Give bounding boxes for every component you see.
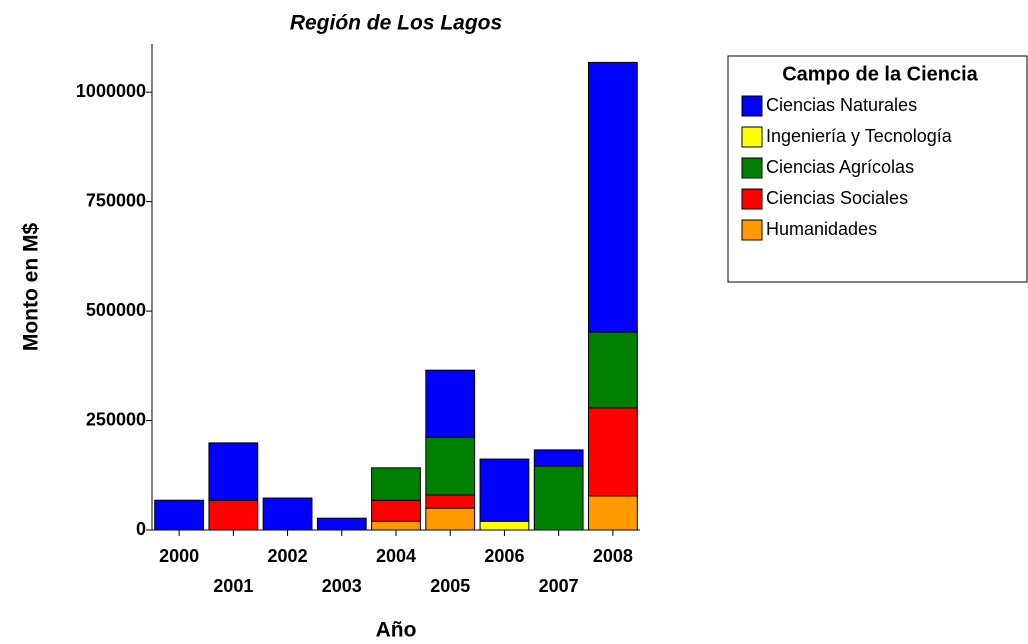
bar-segment: [316, 517, 367, 531]
bar-segment: [479, 520, 530, 531]
legend-swatch: [741, 219, 763, 241]
y-tick-label: 250000: [86, 409, 146, 429]
x-tick-label: 2008: [593, 546, 633, 566]
bar-segment: [425, 436, 476, 496]
x-tick-label: 2000: [159, 546, 199, 566]
y-tick-label: 0: [136, 519, 146, 539]
legend-title: Campo de la Ciencia: [782, 63, 978, 85]
legend-label: Ciencias Naturales: [766, 95, 917, 115]
y-axis-label: Monto en M$: [20, 223, 43, 352]
bar-segment: [208, 442, 259, 501]
legend-swatch: [741, 126, 763, 148]
legend-box: [727, 55, 1028, 283]
legend-swatch: [741, 157, 763, 179]
y-tick-label: 1000000: [76, 81, 146, 101]
x-tick-label: 2007: [539, 576, 579, 596]
x-tick-label: 2005: [430, 576, 470, 596]
bar-segment: [371, 520, 421, 531]
legend-label: Ingeniería y Tecnología: [766, 126, 953, 146]
bar-segment: [208, 499, 259, 531]
x-tick-label: 2004: [376, 546, 416, 566]
bar-segment: [587, 495, 638, 531]
bar-segment: [371, 467, 421, 501]
bar-segment: [587, 331, 638, 409]
y-tick-label: 750000: [86, 190, 146, 210]
bar-segment: [425, 494, 476, 509]
bar-segment: [425, 369, 476, 438]
bar-segment: [533, 449, 584, 467]
x-tick-label: 2001: [213, 576, 253, 596]
bar-segment: [262, 497, 313, 531]
x-tick-label: 2006: [484, 546, 524, 566]
x-tick-label: 2003: [322, 576, 362, 596]
bar-segment: [533, 465, 584, 531]
bar-segment: [587, 61, 638, 333]
bar-segment: [587, 407, 638, 497]
bar-segment: [425, 507, 476, 531]
y-tick-label: 500000: [86, 300, 146, 320]
legend-swatch: [741, 95, 763, 117]
legend-swatch: [741, 188, 763, 210]
bar-segment: [479, 458, 530, 522]
chart-title: Región de Los Lagos: [290, 12, 502, 35]
legend-label: Ciencias Agrícolas: [766, 157, 914, 177]
bar-segment: [154, 499, 205, 531]
legend-label: Humanidades: [766, 219, 877, 239]
bar-segment: [371, 499, 421, 522]
x-axis-label: Año: [376, 619, 417, 642]
x-tick-label: 2002: [268, 546, 308, 566]
legend-label: Ciencias Sociales: [766, 188, 908, 208]
